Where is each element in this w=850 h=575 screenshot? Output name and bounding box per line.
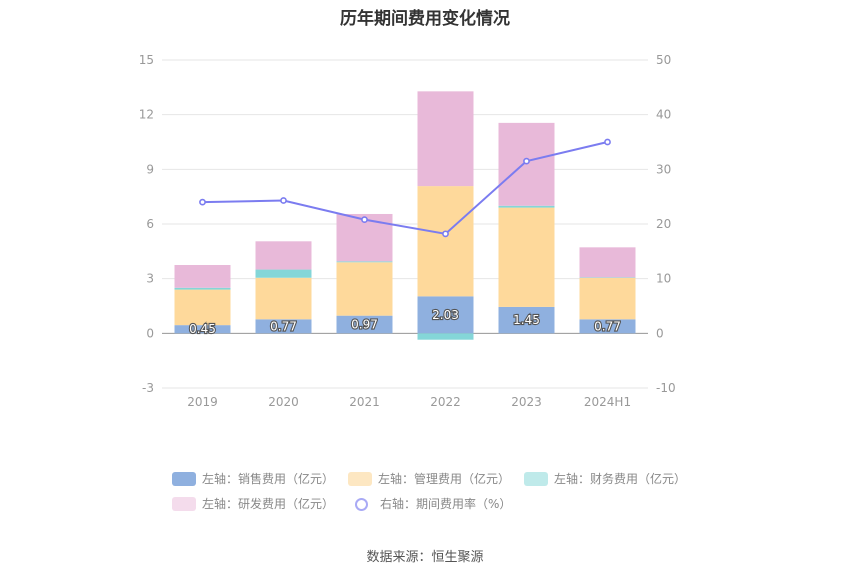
left-axis-tick-label: 15: [139, 53, 154, 67]
left-axis-tick-label: 0: [146, 326, 154, 340]
legend-label-finance: 左轴：财务费用（亿元）: [554, 472, 687, 486]
right-axis-tick-label: 0: [656, 326, 664, 340]
bar-segment: [417, 333, 474, 340]
data-label: 0.97: [351, 317, 378, 331]
ratio-point: [442, 230, 449, 238]
bar-segment: [498, 306, 555, 334]
legend-label-admin: 左轴：管理费用（亿元）: [378, 472, 511, 486]
left-axis-ticks: -3 0 3 6 9 12 15: [139, 53, 154, 395]
right-axis-tick-label: 50: [656, 53, 671, 67]
x-axis-category-label: 2024H1: [584, 395, 631, 409]
ratio-point: [199, 198, 206, 206]
left-axis-tick-label: 12: [139, 108, 154, 122]
bar-segment: [255, 277, 312, 320]
bar-segment: [336, 262, 393, 316]
data-label: 0.45: [189, 322, 216, 336]
bar-segment: [579, 247, 636, 278]
ratio-point: [523, 157, 530, 165]
bar-segment: [174, 287, 231, 290]
data-label: 0.77: [270, 319, 297, 333]
bar-segment: [255, 319, 312, 334]
bar-segment: [498, 205, 555, 208]
ratio-point: [280, 197, 287, 204]
legend-item-sales[interactable]: 左轴：销售费用（亿元）: [172, 470, 334, 487]
legend-swatch-finance: [524, 471, 549, 486]
legend-item-ratio[interactable]: 右轴：期间费用率（%）: [348, 495, 511, 512]
legend-swatch-admin: [348, 471, 373, 486]
ratio-line: [202, 141, 608, 235]
left-axis-tick-label: 9: [146, 162, 154, 176]
legend-label-ratio: 右轴：期间费用率（%）: [380, 497, 512, 511]
bar-segment: [336, 315, 393, 334]
left-axis-tick-label: 3: [146, 272, 154, 286]
ratio-line-series: [199, 138, 611, 238]
legend-label-rnd: 左轴：研发费用（亿元）: [202, 497, 335, 511]
grid-lines: [162, 59, 648, 389]
right-axis-tick-label: -10: [656, 381, 676, 395]
data-label: 1.45: [513, 313, 540, 327]
bar-segment: [255, 269, 312, 278]
bar-segment: [174, 325, 231, 334]
bar-segment: [417, 91, 474, 187]
data-label: 0.77: [594, 319, 621, 333]
left-axis-tick-label: 6: [146, 217, 154, 231]
legend-swatch-rnd: [172, 496, 196, 511]
bar-segment: [255, 241, 312, 270]
data-source: 数据来源：恒生聚源: [366, 550, 484, 565]
legend-swatch-sales: [172, 471, 196, 486]
bar-segment: [498, 207, 555, 307]
left-axis-tick-label: -3: [142, 381, 154, 395]
data-label: 2.03: [432, 308, 459, 322]
legend-item-finance[interactable]: 左轴：财务费用（亿元）: [524, 470, 686, 487]
right-axis-tick-label: 20: [656, 217, 671, 231]
bar-segment: [579, 277, 636, 320]
bar-series: [174, 91, 636, 340]
legend-label-sales: 左轴：销售费用（亿元）: [202, 472, 335, 486]
right-axis-tick-label: 30: [656, 162, 671, 176]
bar-segment: [417, 296, 474, 334]
bar-segment: [336, 261, 393, 263]
x-axis-category-label: 2021: [349, 395, 380, 409]
ratio-point: [361, 216, 368, 224]
bar-segment: [174, 265, 231, 288]
bar-segment: [417, 186, 474, 297]
x-axis-category-label: 2022: [430, 395, 461, 409]
chart-title: 历年期间费用变化情况: [340, 9, 510, 29]
data-labels: 0.45 0.77 0.97 2.03 1.45 0.77: [188, 307, 622, 338]
legend-item-admin[interactable]: 左轴：管理费用（亿元）: [348, 470, 510, 487]
right-axis-tick-label: 10: [656, 272, 671, 286]
legend: 左轴：销售费用（亿元） 左轴：管理费用（亿元） 左轴：财务费用（亿元） 左轴：研…: [172, 470, 732, 520]
legend-line-icon: [348, 497, 374, 511]
right-axis-tick-label: 40: [656, 108, 671, 122]
x-axis-category-label: 2023: [511, 395, 542, 409]
ratio-point: [604, 138, 611, 146]
x-axis-category-label: 2019: [187, 395, 218, 409]
bar-segment: [579, 277, 636, 278]
bar-segment: [579, 319, 636, 334]
right-axis-ticks: -10 0 10 20 30 40 50: [656, 53, 676, 395]
bar-segment: [174, 289, 231, 326]
x-axis-category-label: 2020: [268, 395, 299, 409]
x-axis-categories: 2019 2020 2021 2022 2023 2024H1: [187, 395, 631, 409]
legend-item-rnd[interactable]: 左轴：研发费用（亿元）: [172, 495, 334, 512]
